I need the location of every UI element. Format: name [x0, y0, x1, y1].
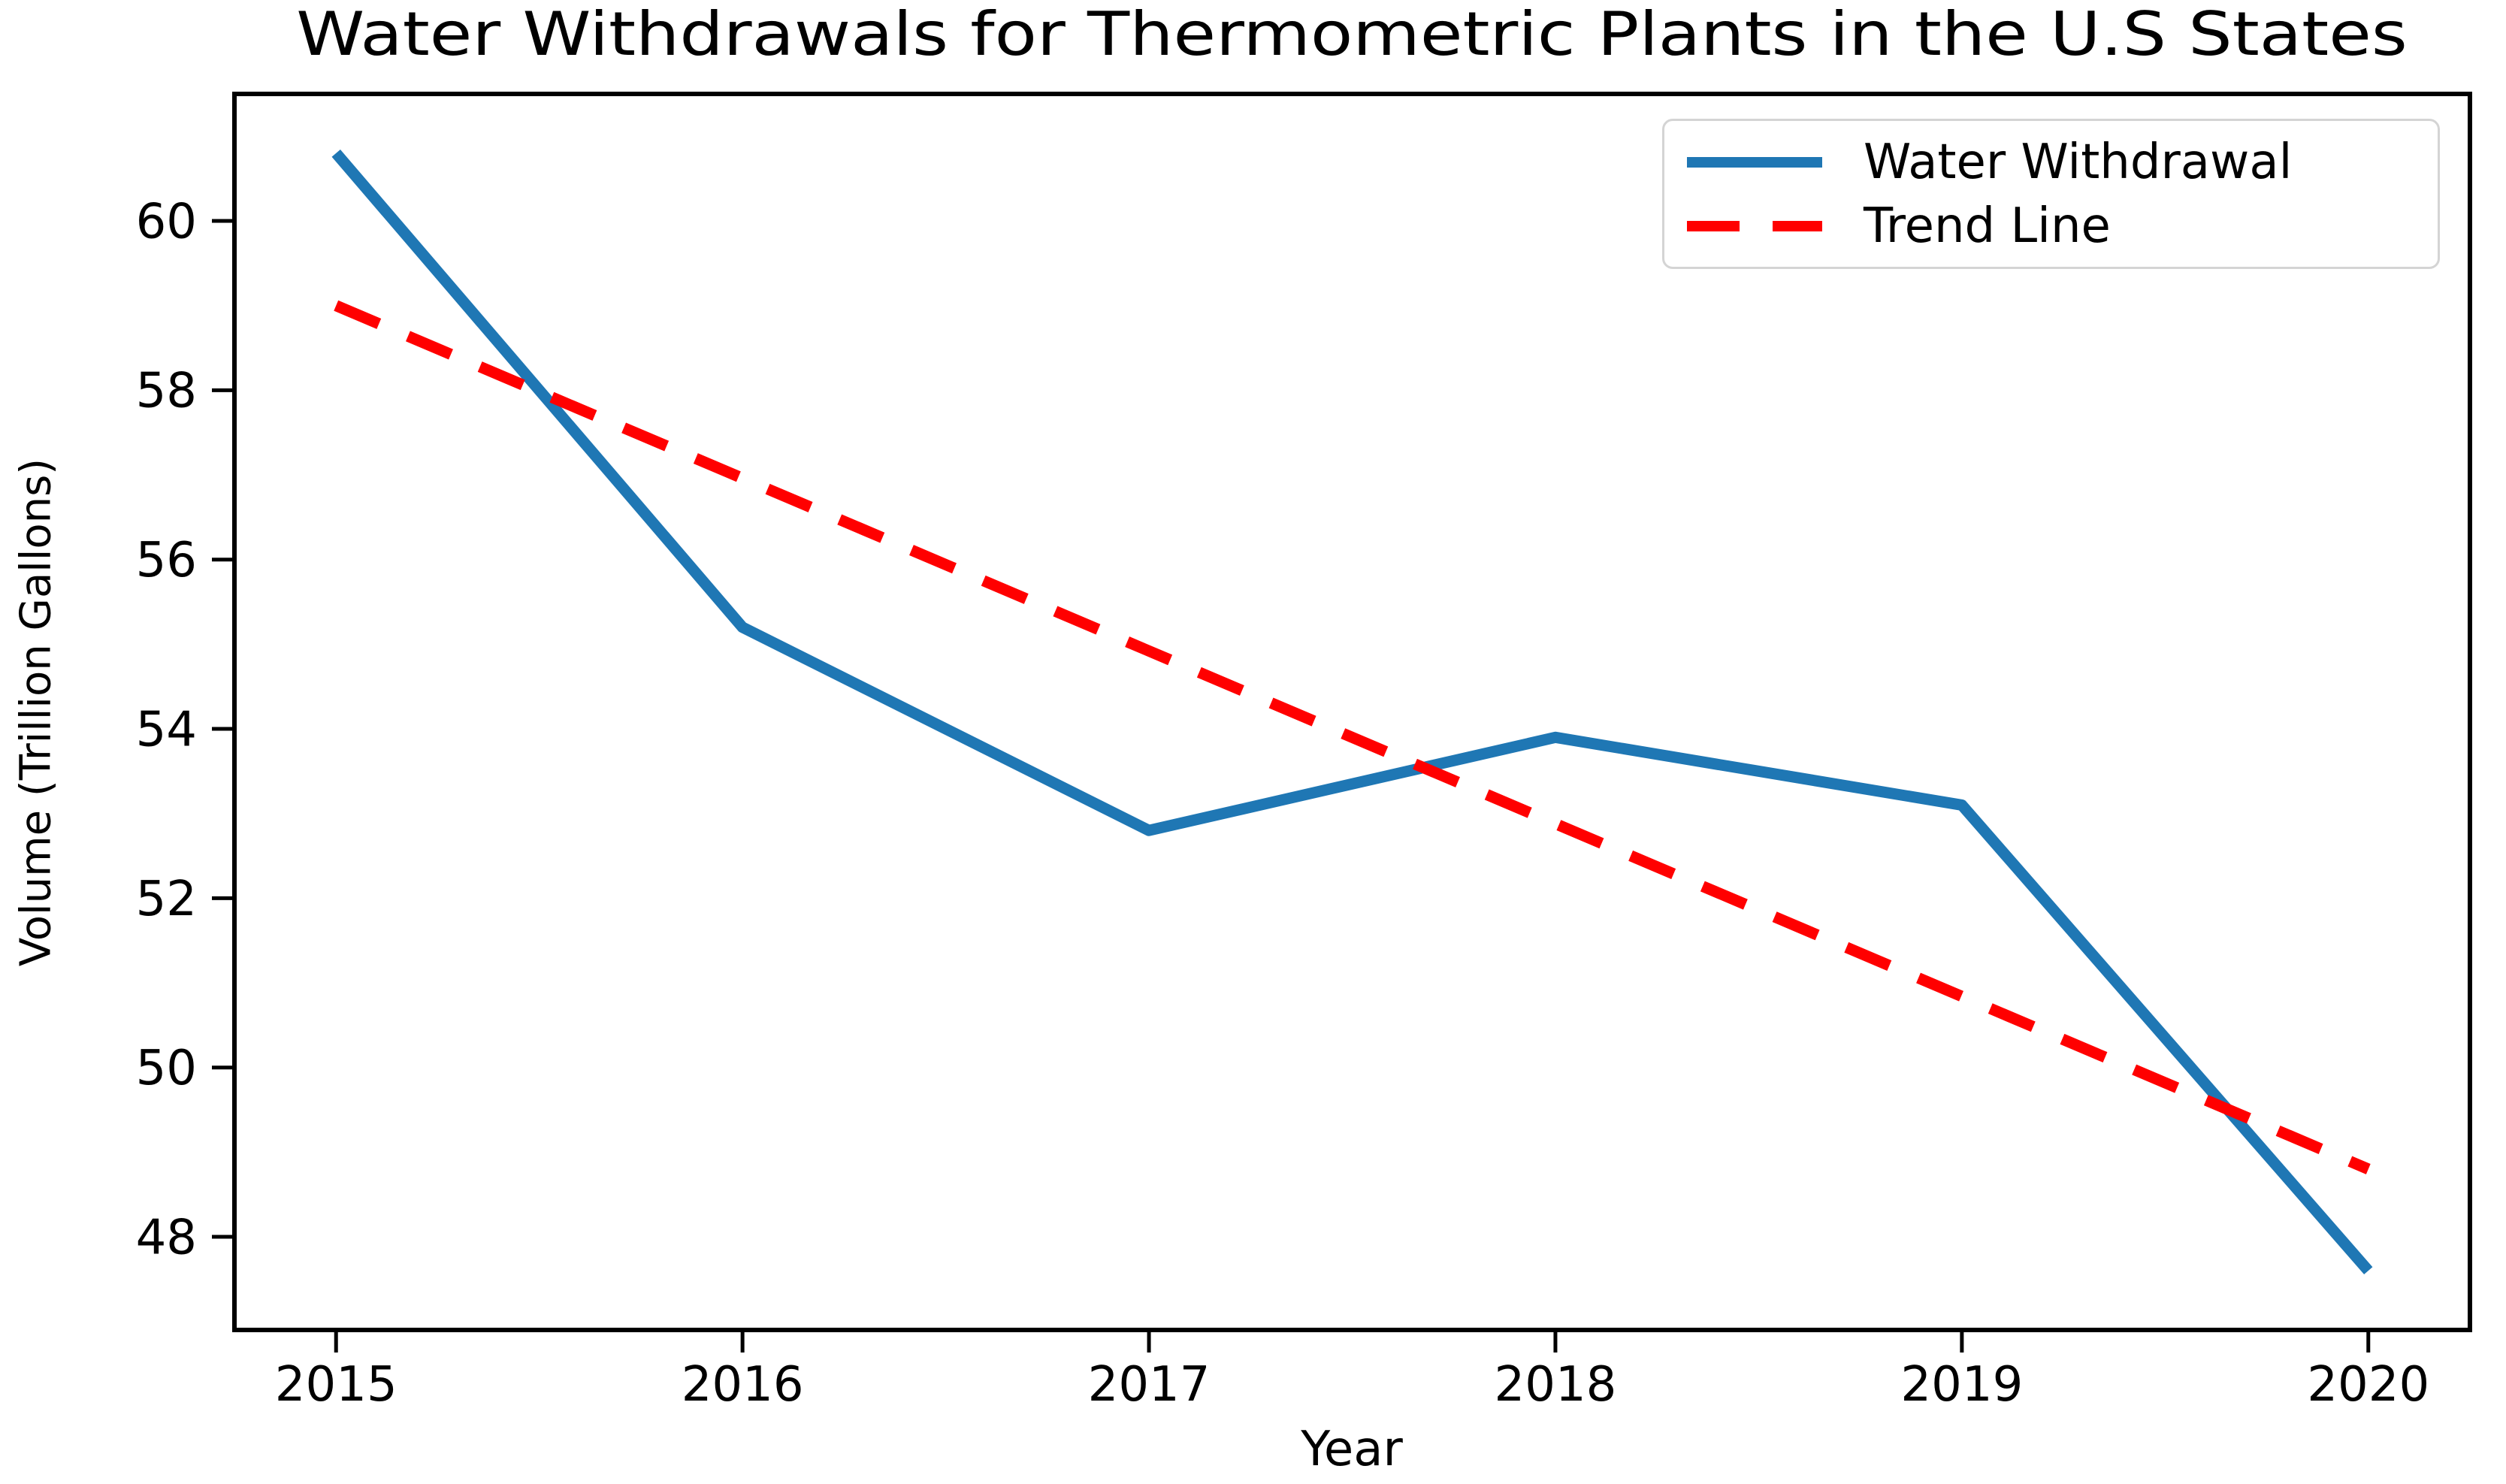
legend-label-trend-line: Trend Line [1864, 198, 2111, 254]
y-tick-label: 48 [136, 1210, 197, 1265]
legend: Water Withdrawal Trend Line [1662, 119, 2440, 269]
x-tick-label: 2019 [1900, 1357, 2023, 1413]
x-tick-label: 2015 [275, 1357, 398, 1413]
plot-border [232, 92, 2472, 1332]
y-tick-label: 56 [136, 533, 197, 588]
y-tick-label: 50 [136, 1041, 197, 1096]
x-tick-label: 2018 [1495, 1357, 1617, 1413]
x-tick-label: 2020 [2307, 1357, 2429, 1413]
chart-title: Water Withdrawals for Thermometric Plant… [296, 0, 2408, 69]
x-tick-label: 2017 [1088, 1357, 1211, 1413]
x-tick-label: 2016 [682, 1357, 804, 1413]
legend-label-water-withdrawal: Water Withdrawal [1864, 134, 2293, 190]
y-tick-label: 52 [136, 872, 197, 927]
y-tick-label: 60 [136, 194, 197, 249]
legend-swatch-trend-dashed-line [1687, 220, 1822, 231]
y-tick-label: 58 [136, 364, 197, 419]
x-axis-label: Year [1301, 1422, 1403, 1477]
legend-swatch-water-withdrawal-line [1687, 156, 1822, 168]
series-line-water-withdrawal [331, 149, 2373, 1275]
y-tick-label: 54 [136, 702, 197, 757]
legend-item-water-withdrawal: Water Withdrawal [1687, 134, 2415, 190]
legend-item-trend-line: Trend Line [1687, 198, 2415, 254]
series-line-trend-line [334, 300, 2371, 1174]
